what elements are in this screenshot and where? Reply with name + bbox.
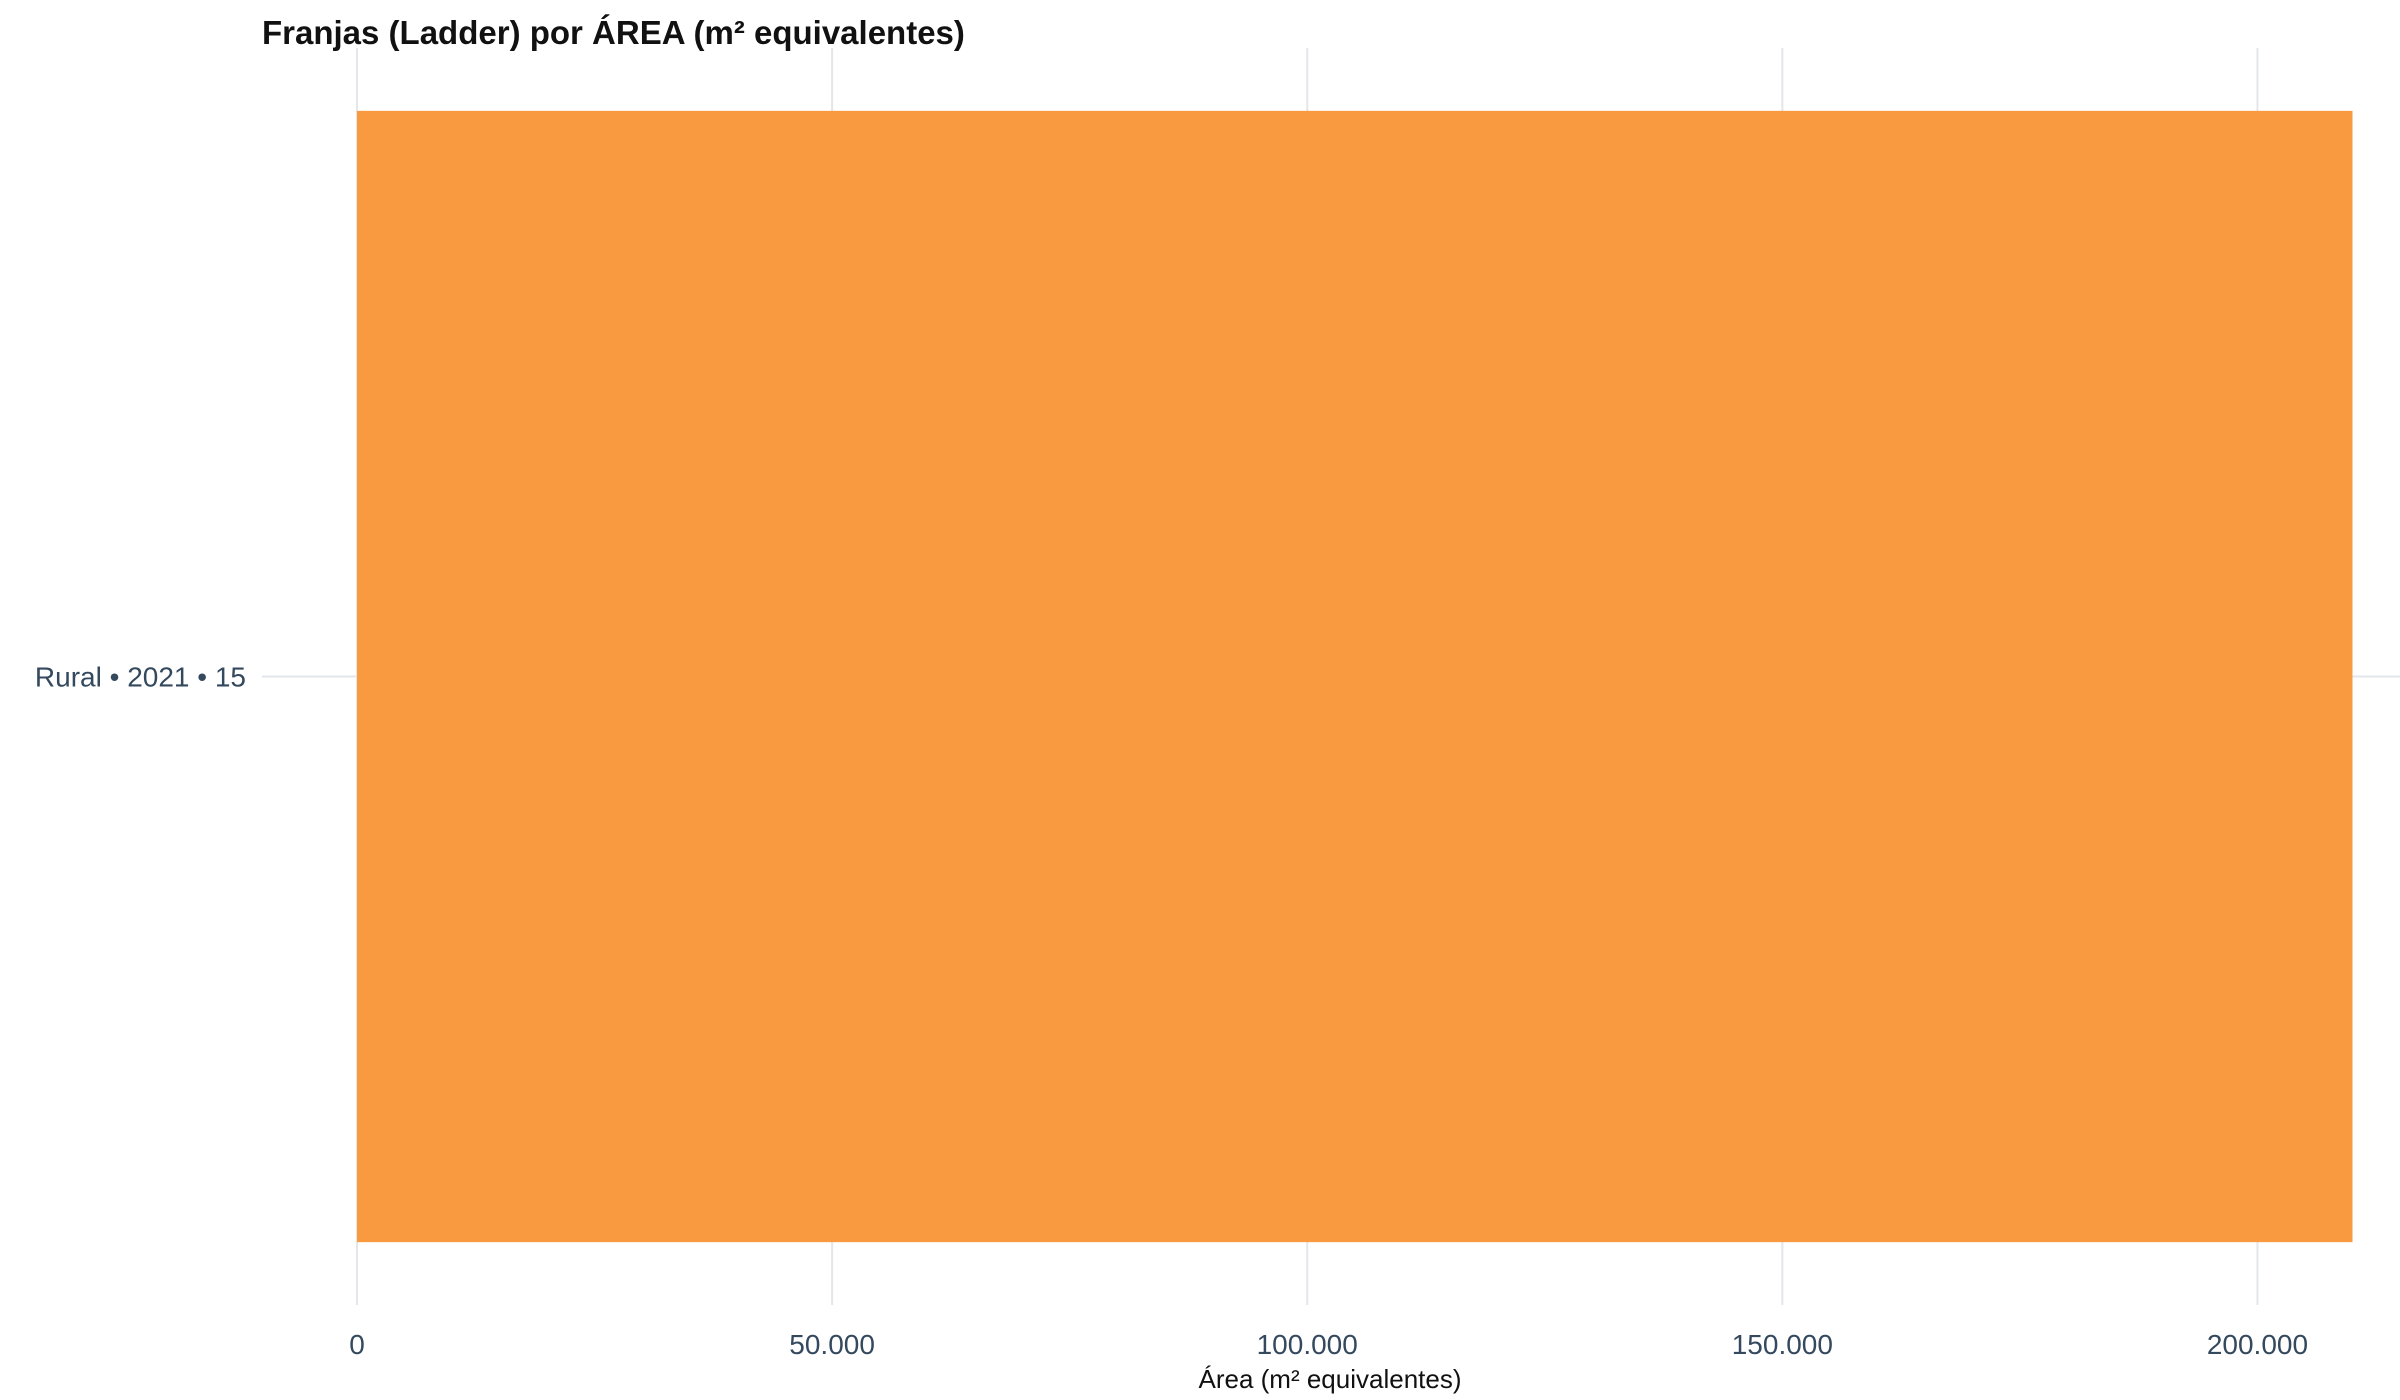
x-tick-label: 150.000 bbox=[1732, 1329, 1833, 1360]
x-tick-label: 200.000 bbox=[2207, 1329, 2308, 1360]
x-tick-label: 50.000 bbox=[789, 1329, 875, 1360]
x-tick-label: 100.000 bbox=[1257, 1329, 1358, 1360]
bar bbox=[357, 110, 2353, 1243]
bars bbox=[357, 110, 2353, 1243]
x-axis-title: Área (m² equivalentes) bbox=[1199, 1364, 1462, 1394]
tick-labels: 0 50.000 100.000 150.000 200.000 Rural • 2021… bbox=[35, 662, 2308, 1361]
x-tick-label: 0 bbox=[349, 1329, 365, 1360]
y-tick-label: Rural • 2021 • 15 bbox=[35, 662, 246, 693]
chart-title: Franjas (Ladder) por ÁREA (m² equivalent… bbox=[262, 14, 965, 51]
